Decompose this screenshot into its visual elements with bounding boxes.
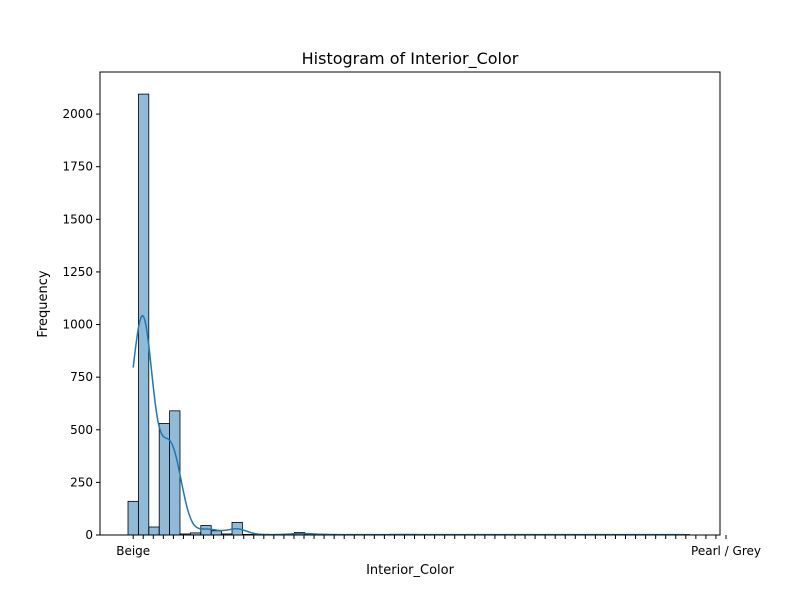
histogram-bar (127, 500, 139, 536)
x-tick-label-first: Beige (116, 544, 150, 558)
histogram-bar (210, 530, 222, 536)
histogram-bar (137, 93, 150, 536)
y-tick-label: 250 (70, 475, 93, 489)
plot-frame (99, 71, 721, 536)
x-axis-label: Interior_Color (366, 563, 455, 578)
y-tick-label: 2000 (62, 107, 93, 121)
histogram-bar (169, 410, 181, 536)
y-tick-label: 750 (70, 370, 93, 384)
histogram-bar (148, 526, 160, 536)
histogram-bar (200, 525, 212, 536)
y-tick-label: 1500 (62, 212, 93, 226)
x-tick-label-last: Pearl / Grey (691, 544, 761, 558)
x-axis: Beige Pearl / Grey (116, 535, 761, 558)
chart-title: Histogram of Interior_Color (302, 49, 519, 69)
y-tick-label: 500 (70, 423, 93, 437)
y-tick-label: 0 (85, 528, 93, 542)
y-tick-label: 1750 (62, 160, 93, 174)
y-tick-label: 1250 (62, 265, 93, 279)
y-axis-label: Frequency (36, 270, 51, 337)
histogram-bar (158, 423, 170, 536)
y-tick-label: 1000 (62, 318, 93, 332)
y-axis: 0 250 500 750 1000 1250 1500 1750 2000 (62, 107, 100, 542)
